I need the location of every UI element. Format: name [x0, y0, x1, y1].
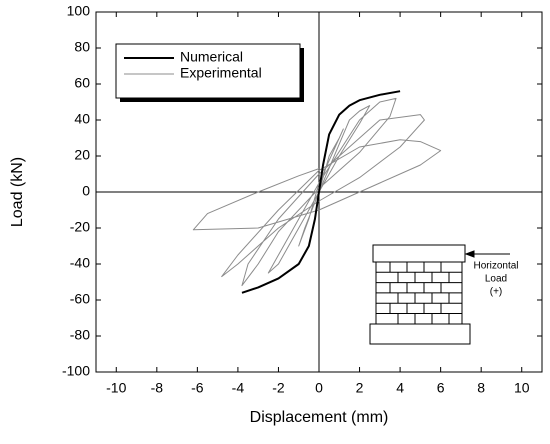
x-tick-label: -4 — [232, 380, 245, 396]
y-tick-label: 40 — [74, 111, 90, 127]
annotation: Load — [485, 274, 507, 285]
legend-label: Experimental — [180, 65, 262, 81]
y-tick-label: 100 — [67, 3, 91, 19]
x-tick-label: 8 — [477, 380, 485, 396]
annotation: (+) — [490, 287, 503, 298]
x-tick-label: 0 — [315, 380, 323, 396]
y-tick-label: -80 — [70, 327, 90, 343]
x-tick-label: -6 — [191, 380, 204, 396]
x-tick-label: -10 — [106, 380, 126, 396]
y-tick-label: 0 — [82, 183, 90, 199]
x-tick-label: 2 — [356, 380, 364, 396]
x-tick-label: 10 — [514, 380, 530, 396]
y-axis-title: Load (kN) — [9, 157, 26, 227]
y-tick-label: 60 — [74, 75, 90, 91]
wall-diagram — [369, 244, 510, 345]
x-tick-label: -2 — [272, 380, 285, 396]
y-tick-label: -60 — [70, 291, 90, 307]
y-tick-label: -40 — [70, 255, 90, 271]
series-line — [192, 97, 442, 287]
y-tick-label: -20 — [70, 219, 90, 235]
x-tick-label: -8 — [151, 380, 164, 396]
y-tick-label: 20 — [74, 147, 90, 163]
y-tick-label: -100 — [62, 363, 90, 379]
y-tick-label: 80 — [74, 39, 90, 55]
x-tick-label: 4 — [396, 380, 404, 396]
annotation: Horizontal — [473, 261, 518, 272]
legend-label: Numerical — [180, 49, 243, 65]
legend-box — [115, 43, 301, 99]
x-axis-title: Displacement (mm) — [250, 409, 389, 426]
series-line — [241, 90, 401, 294]
x-tick-label: 6 — [437, 380, 445, 396]
